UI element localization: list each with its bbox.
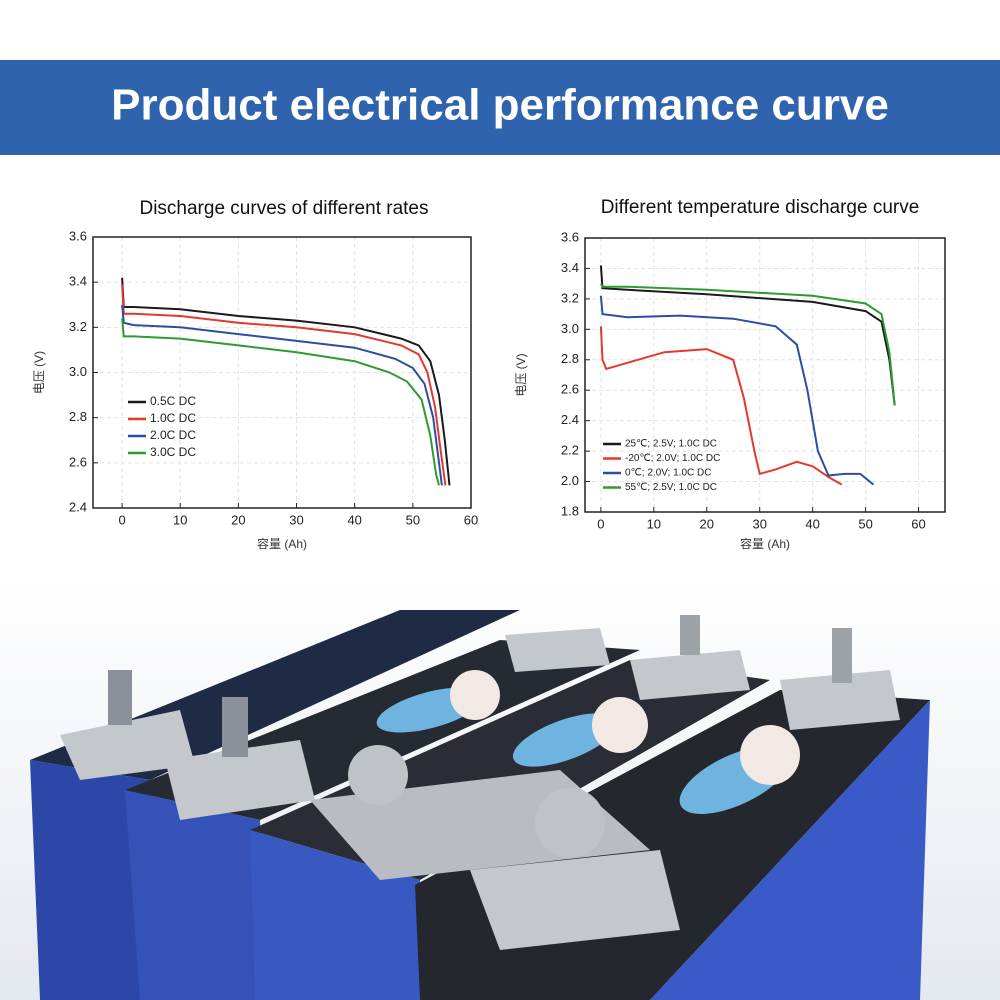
y-tick-label: 3.2 [561,290,579,305]
y-tick-label: 2.8 [69,409,87,424]
chart-title: Different temperature discharge curve [601,197,920,218]
x-tick-label: 50 [858,516,872,531]
curve [599,326,843,486]
legend-label: 55℃; 2.5V; 1.0C DC [625,482,717,493]
y-tick-label: 3.6 [69,228,87,243]
plot-frame [584,237,946,513]
x-tick-label: 20 [231,512,245,527]
x-axis-label: 容量 (Ah) [740,536,790,551]
y-tick-label: 3.0 [561,321,579,336]
x-tick-label: 0 [118,512,125,527]
x-tick-label: 30 [752,516,766,531]
curve [121,318,440,486]
x-tick-label: 10 [173,512,187,527]
y-tick-label: 3.4 [561,260,579,275]
y-tick-label: 2.0 [561,473,579,488]
legend-label: -20℃; 2.0V; 1.0C DC [625,453,720,464]
header-title: Product electrical performance curve [111,81,889,130]
chart-title: Discharge curves of different rates [139,198,428,219]
header-bar [0,60,1000,155]
y-tick-label: 2.2 [561,443,579,458]
plot-frame [92,236,472,509]
y-tick-label: 3.0 [69,364,87,379]
curve [121,304,443,486]
y-tick-label: 3.4 [69,274,87,289]
legend-label: 0.5C DC [150,394,196,408]
legend-label: 2.0C DC [150,428,196,442]
x-tick-label: 60 [464,512,478,527]
x-tick-label: 40 [347,512,361,527]
y-axis-label: 电压 (V) [32,351,46,394]
x-tick-label: 30 [289,512,303,527]
legend-label: 0℃; 2.0V; 1.0C DC [625,468,711,479]
legend-label: 25℃; 2.5V; 1.0C DC [625,439,717,450]
y-tick-label: 3.2 [69,319,87,334]
x-tick-label: 10 [647,516,661,531]
x-tick-label: 50 [406,512,420,527]
curve [121,284,447,486]
y-tick-label: 2.8 [561,351,579,366]
y-axis-label: 电压 (V) [514,353,528,396]
x-tick-label: 60 [911,516,925,531]
curve [600,283,896,406]
x-tick-label: 40 [805,516,819,531]
y-tick-label: 2.6 [69,454,87,469]
y-tick-label: 2.4 [561,412,579,427]
curve [121,277,451,486]
y-tick-label: 2.4 [69,499,87,514]
battery-photo [30,610,930,1000]
x-axis-label: 容量 (Ah) [257,536,307,551]
y-tick-label: 2.6 [561,382,579,397]
curve [599,265,896,406]
curve [599,295,875,486]
y-tick-label: 1.8 [561,503,579,518]
x-tick-label: 20 [700,516,714,531]
legend-label: 1.0C DC [150,411,196,425]
y-tick-label: 3.6 [561,229,579,244]
x-tick-label: 0 [597,516,604,531]
legend-label: 3.0C DC [150,445,196,459]
